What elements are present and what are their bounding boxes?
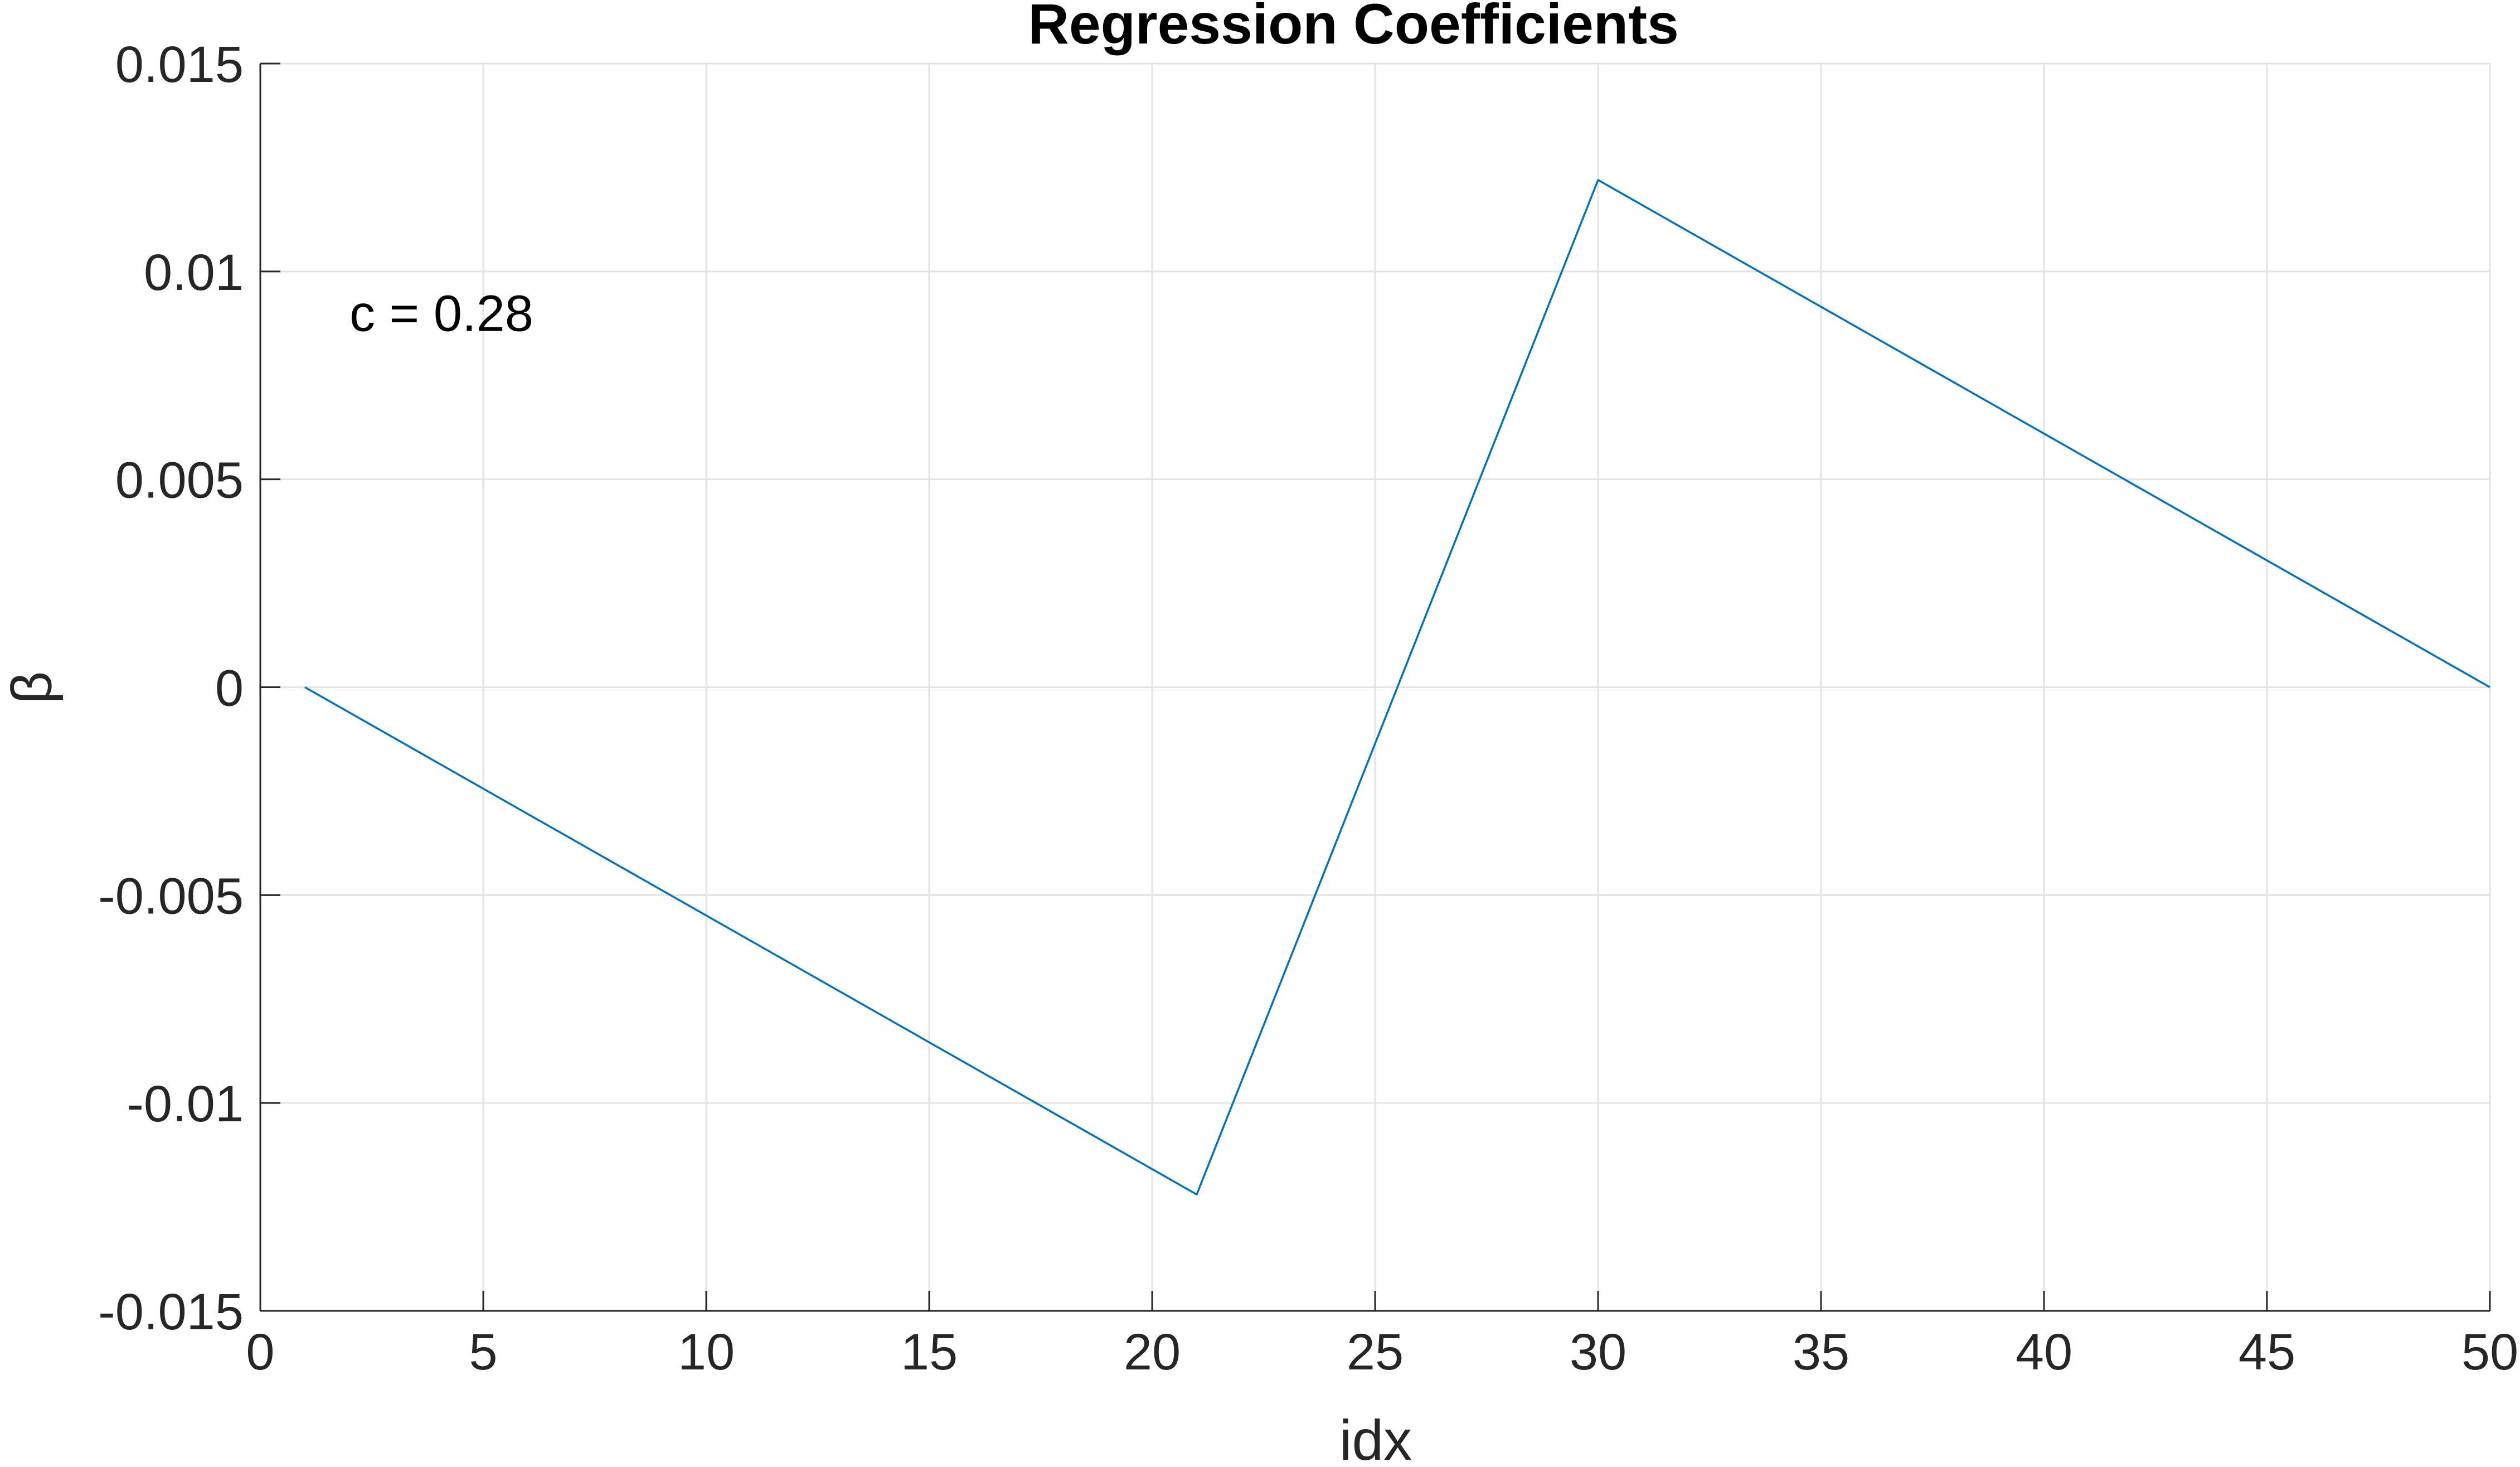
series-layer: [304, 179, 2490, 1195]
tick-labels: 0 5 10 15 20 25 30 35 40 45 50 0.015 0.01 0.005 0 -0.00…: [98, 36, 2518, 1381]
y-tick-label: 0: [215, 660, 244, 717]
y-tick-label: 0.01: [144, 244, 244, 301]
y-axis-label: β: [0, 671, 64, 704]
x-tick-label: 35: [1793, 1324, 1849, 1381]
y-tick-label: 0.015: [115, 36, 244, 93]
chart-title: Regression Coefficients: [1028, 0, 1679, 56]
y-tick-label: -0.015: [98, 1284, 244, 1340]
x-tick-label: 40: [2016, 1324, 2072, 1381]
x-tick-label: 25: [1347, 1324, 1404, 1381]
x-tick-label: 45: [2239, 1324, 2295, 1381]
x-tick-label: 0: [246, 1324, 274, 1381]
y-tick-label: -0.005: [98, 868, 244, 924]
annotation-text: c = 0.28: [349, 285, 533, 342]
x-tick-label: 30: [1570, 1324, 1626, 1381]
x-tick-label: 5: [469, 1324, 497, 1381]
annotations: c = 0.28: [349, 285, 533, 342]
x-axis-label: idx: [1339, 1408, 1412, 1467]
x-tick-label: 50: [2461, 1324, 2518, 1381]
y-tick-label: 0.005: [115, 452, 244, 509]
y-tick-label: -0.01: [127, 1076, 244, 1132]
x-tick-label: 15: [901, 1324, 958, 1381]
series-line: [304, 179, 2490, 1195]
axes: [259, 62, 2491, 1312]
x-tick-label: 20: [1124, 1324, 1181, 1381]
x-tick-label: 10: [678, 1324, 735, 1381]
